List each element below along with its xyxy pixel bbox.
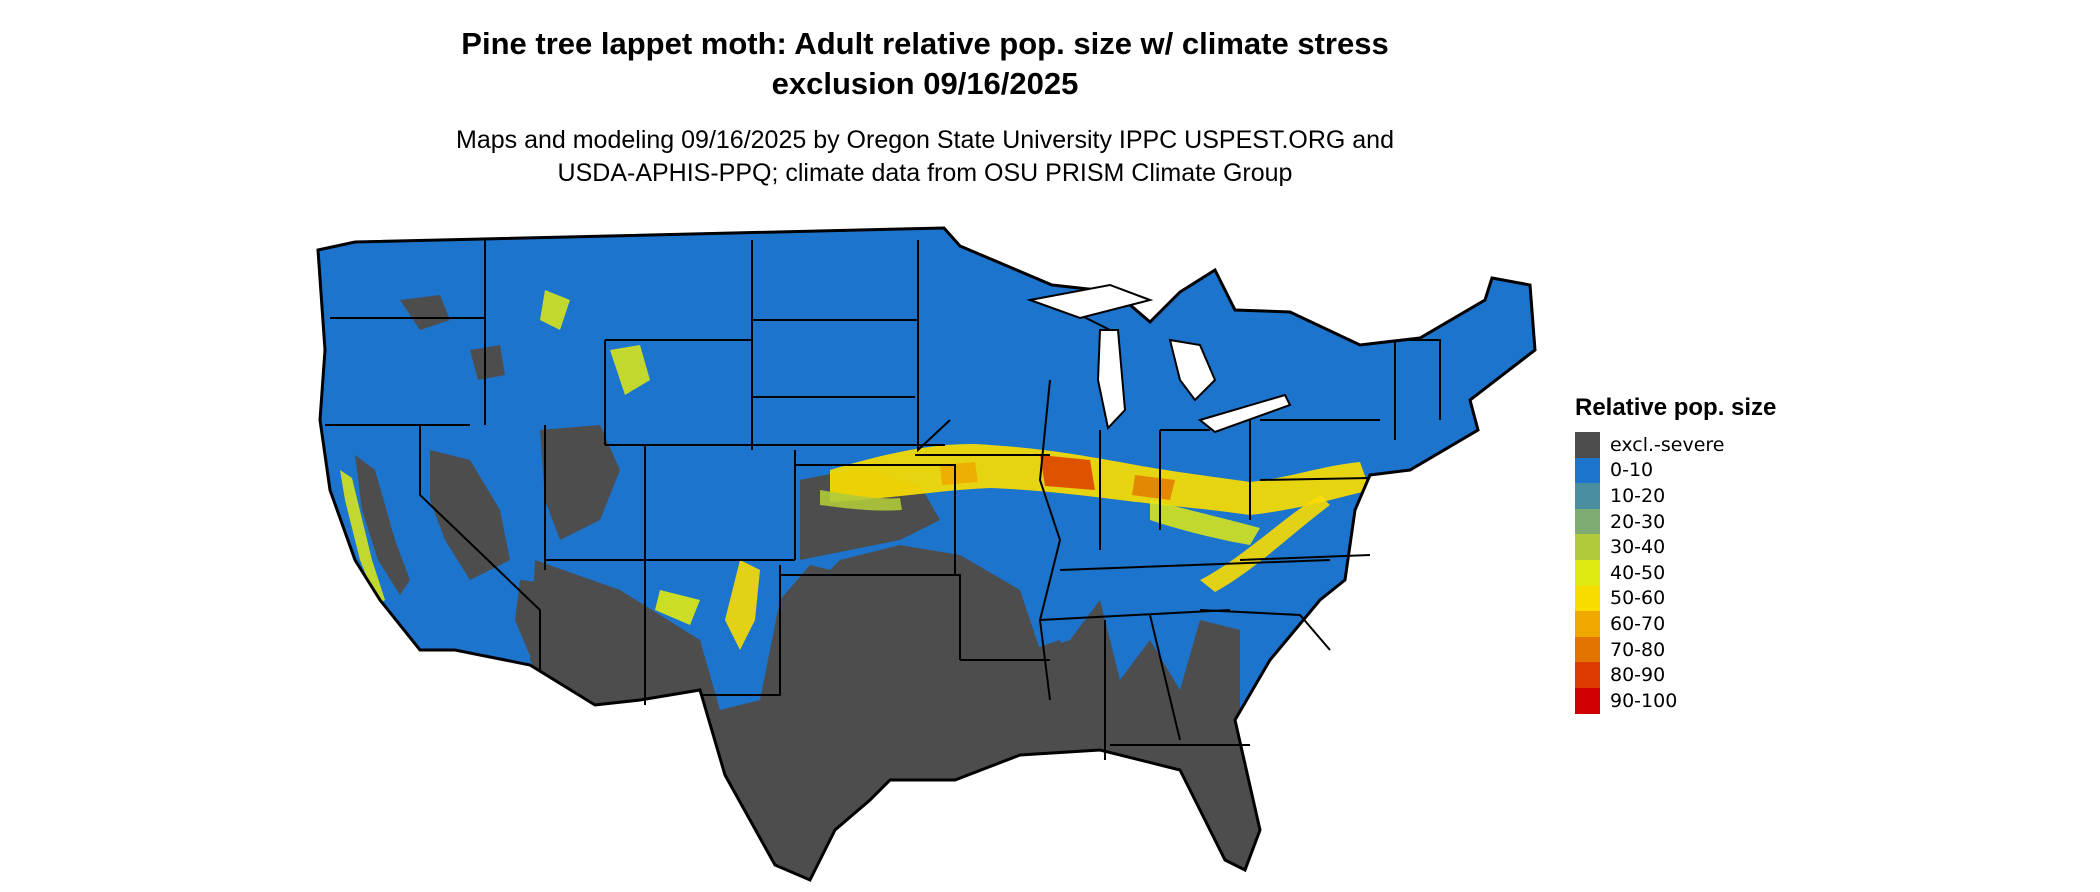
border-pa-md (1259, 477, 1371, 481)
border-mississippi (1038, 379, 1062, 701)
lake-huron (1168, 338, 1217, 402)
legend-swatch (1575, 636, 1600, 663)
border-al-ga (1149, 614, 1181, 741)
legend-swatch (1575, 457, 1600, 484)
legend-swatch (1575, 432, 1600, 458)
us-outline (316, 226, 1537, 882)
state-borders (325, 240, 1441, 760)
legend-swatch (1575, 687, 1600, 714)
legend-label: 50-60 (1610, 587, 1666, 610)
legend-label: 20-30 (1610, 510, 1666, 533)
map-title-line-2: exclusion 09/16/2025 (771, 66, 1079, 101)
legend: Relative pop. size excl.-severe 0-10 10-20… (1575, 394, 1776, 714)
kansas-band (820, 490, 902, 511)
legend-swatch (1575, 611, 1600, 637)
border-tn-ms (1039, 609, 1231, 621)
indiana-hotspot (1132, 475, 1175, 500)
legend-items: excl.-severe 0-10 10-20 20-30 30-40 40-50 50-6… (1575, 432, 1776, 714)
legend-label: 70-80 (1610, 638, 1666, 661)
legend-label: 0-10 (1610, 459, 1654, 482)
california-coast-yellow (340, 470, 385, 605)
legend-row: 30-40 (1575, 534, 1776, 560)
lake-erie (1197, 393, 1292, 434)
wyoming-yellow (610, 345, 650, 395)
legend-label: 30-40 (1610, 536, 1666, 559)
legend-label: 60-70 (1610, 612, 1666, 635)
legend-row: excl.-severe (1575, 432, 1776, 458)
illinois-hotspot (1040, 455, 1095, 490)
legend-row: 50-60 (1575, 585, 1776, 612)
map-subtitle: Maps and modeling 09/16/2025 by Oregon S… (0, 124, 1850, 190)
legend-swatch (1575, 662, 1600, 688)
arizona-exclusion (515, 580, 640, 700)
legend-swatch (1575, 534, 1600, 560)
hot-spots (940, 455, 1175, 500)
legend-row: 20-30 (1575, 508, 1776, 535)
legend-swatch (1575, 585, 1600, 612)
border-new-england (1410, 339, 1441, 420)
border-ok-tx (780, 574, 961, 660)
border-ca-nv (419, 425, 541, 670)
map-title-line-1: Pine tree lappet moth: Adult relative po… (461, 26, 1389, 61)
border-nm-tx (700, 565, 781, 696)
great-lakes (1026, 283, 1292, 434)
wa-exclusion (400, 295, 450, 330)
nevada-basin-exclusion (430, 450, 510, 580)
legend-row: 90-100 (1575, 687, 1776, 714)
border-ky-tn (1059, 559, 1331, 571)
idaho-yellow (540, 290, 570, 330)
ohio-valley-band (1150, 500, 1260, 545)
legend-row: 60-70 (1575, 611, 1776, 637)
legend-swatch (1575, 483, 1600, 509)
lake-superior (1026, 283, 1154, 320)
map-subtitle-line-1: Maps and modeling 09/16/2025 by Oregon S… (456, 126, 1394, 154)
legend-swatch (1575, 508, 1600, 535)
kansas-hotspot (940, 462, 978, 485)
legend-label: 90-100 (1610, 689, 1678, 712)
legend-label: 80-90 (1610, 664, 1666, 687)
border-ks-ok (795, 464, 956, 575)
map-title: Pine tree lappet moth: Adult relative po… (0, 24, 1850, 104)
legend-label: excl.-severe (1610, 433, 1725, 456)
appalachian-band (1200, 495, 1330, 592)
legend-row: 40-50 (1575, 559, 1776, 586)
lake-michigan (1096, 329, 1127, 431)
idaho-exclusion (470, 345, 505, 380)
legend-row: 70-80 (1575, 636, 1776, 663)
map-subtitle-line-2: USDA-APHIS-PPQ; climate data from OSU PR… (557, 159, 1293, 187)
legend-row: 0-10 (1575, 457, 1776, 484)
border-nc-sc (1199, 609, 1331, 651)
legend-row: 80-90 (1575, 662, 1776, 688)
legend-label: 40-50 (1610, 561, 1666, 584)
utah-exclusion (540, 425, 620, 540)
legend-row: 10-20 (1575, 483, 1776, 509)
new-mexico-yellow (725, 560, 760, 650)
legend-title: Relative pop. size (1575, 394, 1777, 421)
border-mn-ia (917, 240, 951, 453)
arizona-rim-yellow (655, 590, 700, 625)
legend-swatch (1575, 559, 1600, 586)
california-valley-exclusion (355, 455, 410, 595)
legend-label: 10-20 (1610, 484, 1666, 507)
